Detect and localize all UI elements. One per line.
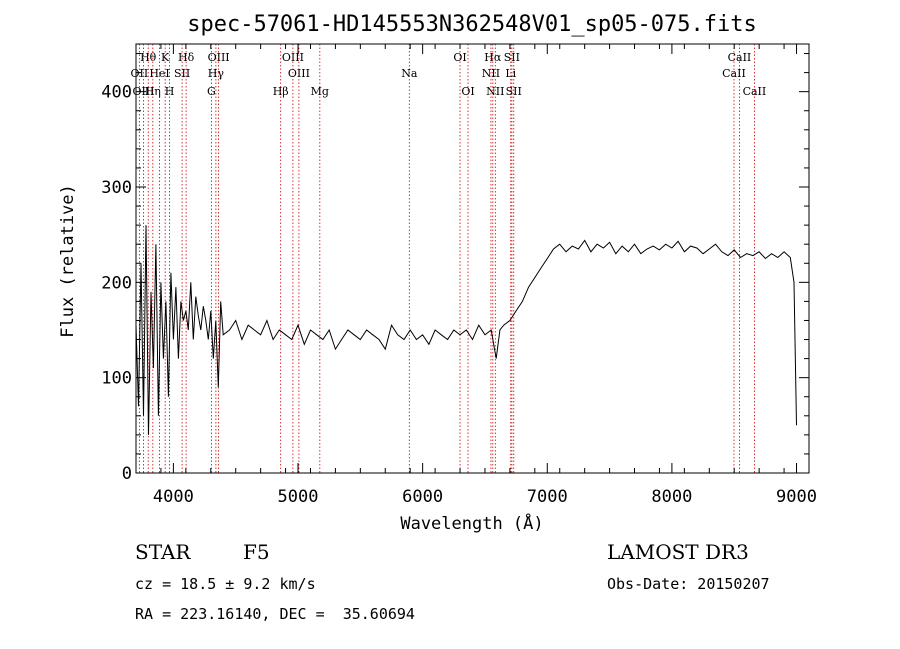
x-tick-label: 9000 <box>776 487 817 507</box>
line-id-label: NII <box>482 67 500 80</box>
line-id-label: Hθ <box>140 51 157 64</box>
line-id-label: OII <box>131 67 149 80</box>
plot-frame <box>135 43 810 474</box>
object-class: STAR <box>135 540 191 564</box>
line-id-label: G <box>207 85 216 98</box>
line-id-label: Hη <box>145 85 161 98</box>
x-tick-label: 7000 <box>527 487 568 507</box>
line-id-label: SII <box>506 85 522 98</box>
spectrum-chart: spec-57061-HD145553N362548V01_sp05-075.f… <box>58 12 817 534</box>
line-id-label: NII <box>486 85 504 98</box>
series-group <box>135 225 797 435</box>
line-id-label: HeI <box>149 67 169 80</box>
line-id-label: CaII <box>743 85 767 98</box>
line-id-label: CaII <box>728 51 752 64</box>
line-id-label: H <box>165 85 175 98</box>
x-tick-label: 4000 <box>153 487 194 507</box>
line-id-label: Li <box>505 67 516 80</box>
spectrum-line <box>135 225 797 435</box>
line-id-label: Hδ <box>178 51 195 64</box>
y-tick-label: 200 <box>101 273 132 293</box>
line-id-label: OIII <box>288 67 310 80</box>
x-tick-label: 8000 <box>651 487 692 507</box>
line-id-label: Na <box>401 67 418 80</box>
y-tick-label: 0 <box>122 464 132 484</box>
ra-dec: RA = 223.16140, DEC = 35.60694 <box>135 605 415 623</box>
axes-group: 4000 5000 6000 7000 8000 9000 0 100 200 300 400 <box>101 44 817 507</box>
line-id-label: OIII <box>282 51 304 64</box>
line-id-label: Hγ <box>208 67 225 80</box>
redshift-cz: cz = 18.5 ± 9.2 km/s <box>135 575 316 593</box>
y-tick-label: 100 <box>101 369 132 389</box>
y-tick-label: 300 <box>101 178 132 198</box>
x-axis-label: Wavelength (Å) <box>400 512 543 534</box>
survey-name: LAMOST DR3 <box>607 540 749 564</box>
line-id-label: SII <box>504 51 520 64</box>
line-id-label: Hβ <box>273 85 289 98</box>
line-id-label: OIII <box>208 51 230 64</box>
y-tick-label: 400 <box>101 83 132 103</box>
line-id-label: K <box>161 51 170 64</box>
subclass: F5 <box>243 540 270 564</box>
obs-date: Obs-Date: 20150207 <box>607 575 770 593</box>
line-id-label: Mg <box>311 85 329 98</box>
line-id-label: CaII <box>722 67 746 80</box>
line-id-label: Hα <box>484 51 502 64</box>
y-axis-label: Flux (relative) <box>58 184 78 338</box>
line-id-label: OI <box>453 51 466 64</box>
line-id-label: SII <box>174 67 190 80</box>
line-id-label: OI <box>461 85 474 98</box>
chart-title: spec-57061-HD145553N362548V01_sp05-075.f… <box>187 12 757 37</box>
x-tick-label: 5000 <box>278 487 319 507</box>
x-tick-label: 6000 <box>402 487 443 507</box>
